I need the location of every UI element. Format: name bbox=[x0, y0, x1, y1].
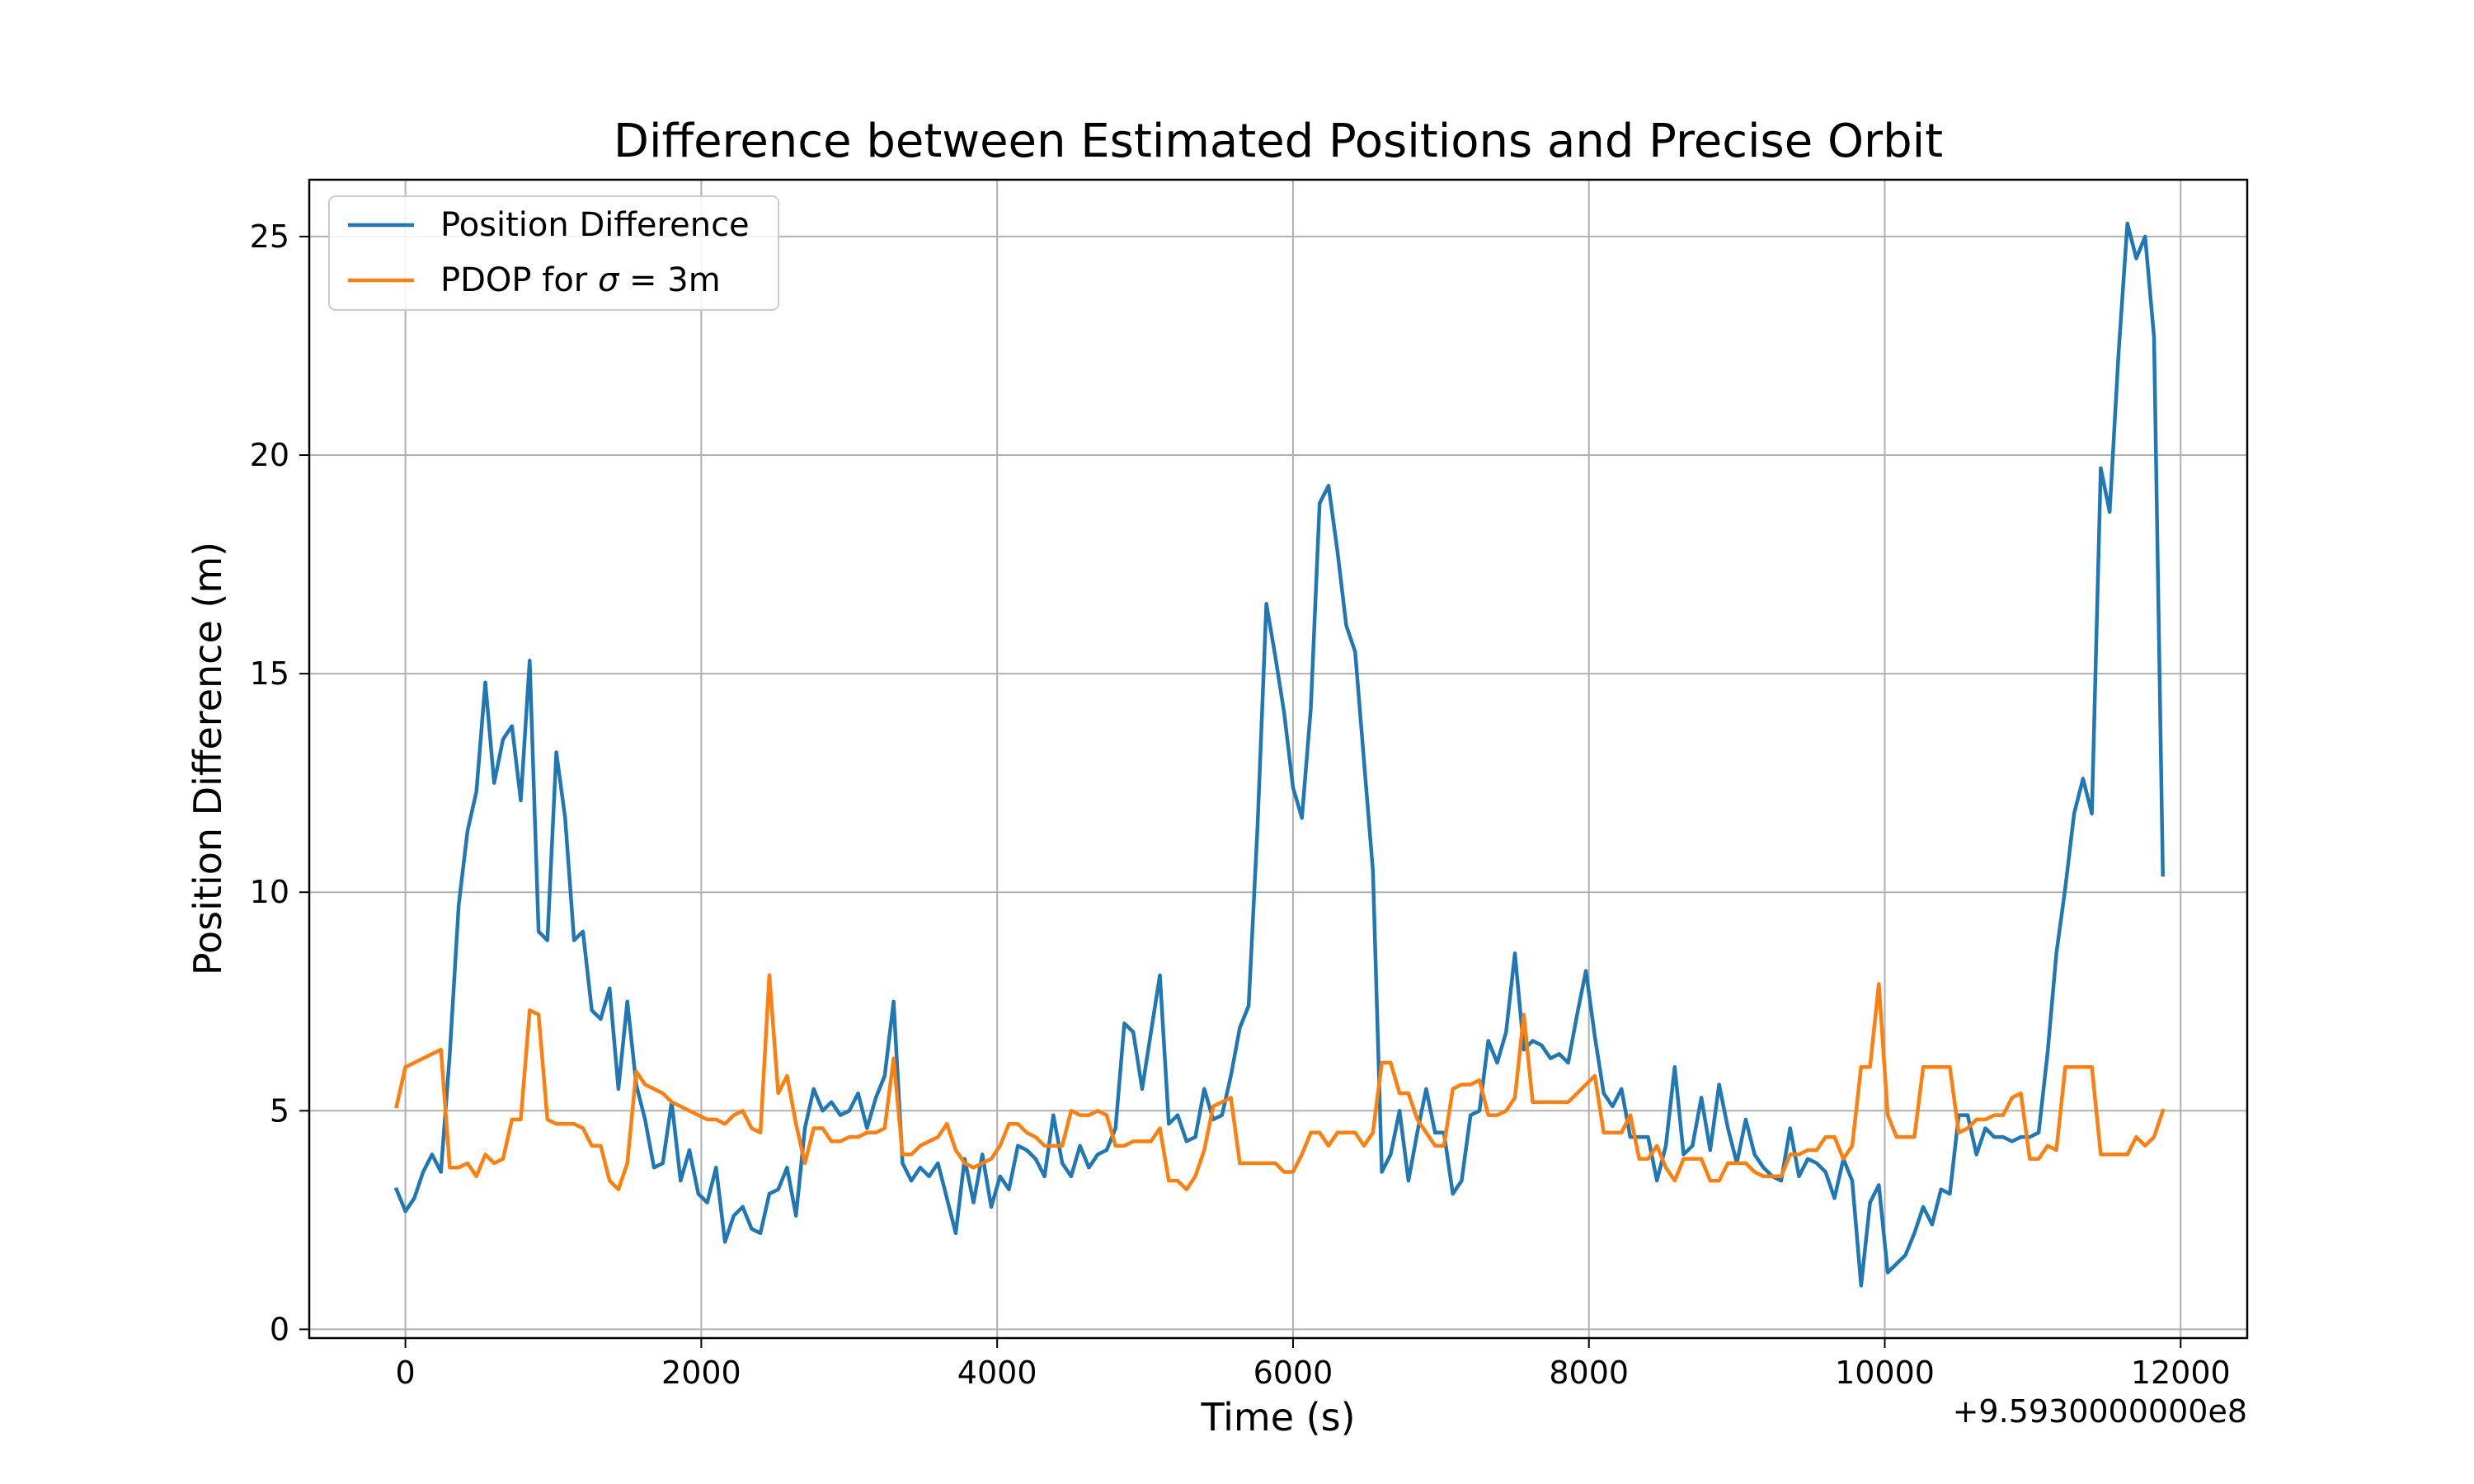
y-axis-label: Position Difference (m) bbox=[186, 542, 230, 975]
legend-label-pdop-sigma: σ bbox=[598, 261, 620, 299]
x-axis-offset-label: +9.5930000000e8 bbox=[1953, 1393, 2247, 1430]
x-tick-label: 8000 bbox=[1549, 1355, 1629, 1391]
x-tick-label: 10000 bbox=[1835, 1355, 1935, 1391]
y-tick-label: 5 bbox=[270, 1092, 289, 1129]
legend-label-position-difference: Position Difference bbox=[440, 206, 750, 244]
y-tick-label: 20 bbox=[250, 437, 289, 473]
y-tick-label: 10 bbox=[250, 874, 289, 910]
legend-label-pdop: PDOP for σ = 3m bbox=[440, 261, 721, 299]
chart-title: Difference between Estimated Positions a… bbox=[614, 115, 1943, 168]
legend-label-pdop-pre: PDOP for bbox=[440, 261, 598, 299]
x-tick-label: 4000 bbox=[957, 1355, 1037, 1391]
series-lines bbox=[393, 221, 2166, 1288]
y-tick-label: 25 bbox=[250, 218, 289, 255]
legend-label-pdop-post: = 3m bbox=[618, 261, 720, 299]
x-tick-label: 0 bbox=[396, 1355, 416, 1391]
y-tick-label: 15 bbox=[250, 655, 289, 692]
x-tick-label: 6000 bbox=[1253, 1355, 1333, 1391]
axis-ticks bbox=[299, 235, 2182, 1348]
x-tick-label: 2000 bbox=[661, 1355, 741, 1391]
series-line-position-difference bbox=[393, 221, 2165, 1288]
legend: Position Difference PDOP for σ = 3m bbox=[328, 195, 779, 311]
x-axis-label: Time (s) bbox=[1200, 1395, 1355, 1439]
series-line-pdop bbox=[394, 973, 2166, 1191]
x-tick-label: 12000 bbox=[2131, 1355, 2231, 1391]
y-tick-label: 0 bbox=[270, 1311, 289, 1347]
plot-area-frame bbox=[308, 178, 2249, 1340]
legend-box bbox=[328, 195, 779, 311]
